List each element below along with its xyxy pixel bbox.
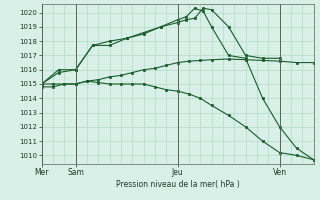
X-axis label: Pression niveau de la mer( hPa ): Pression niveau de la mer( hPa )	[116, 180, 239, 189]
